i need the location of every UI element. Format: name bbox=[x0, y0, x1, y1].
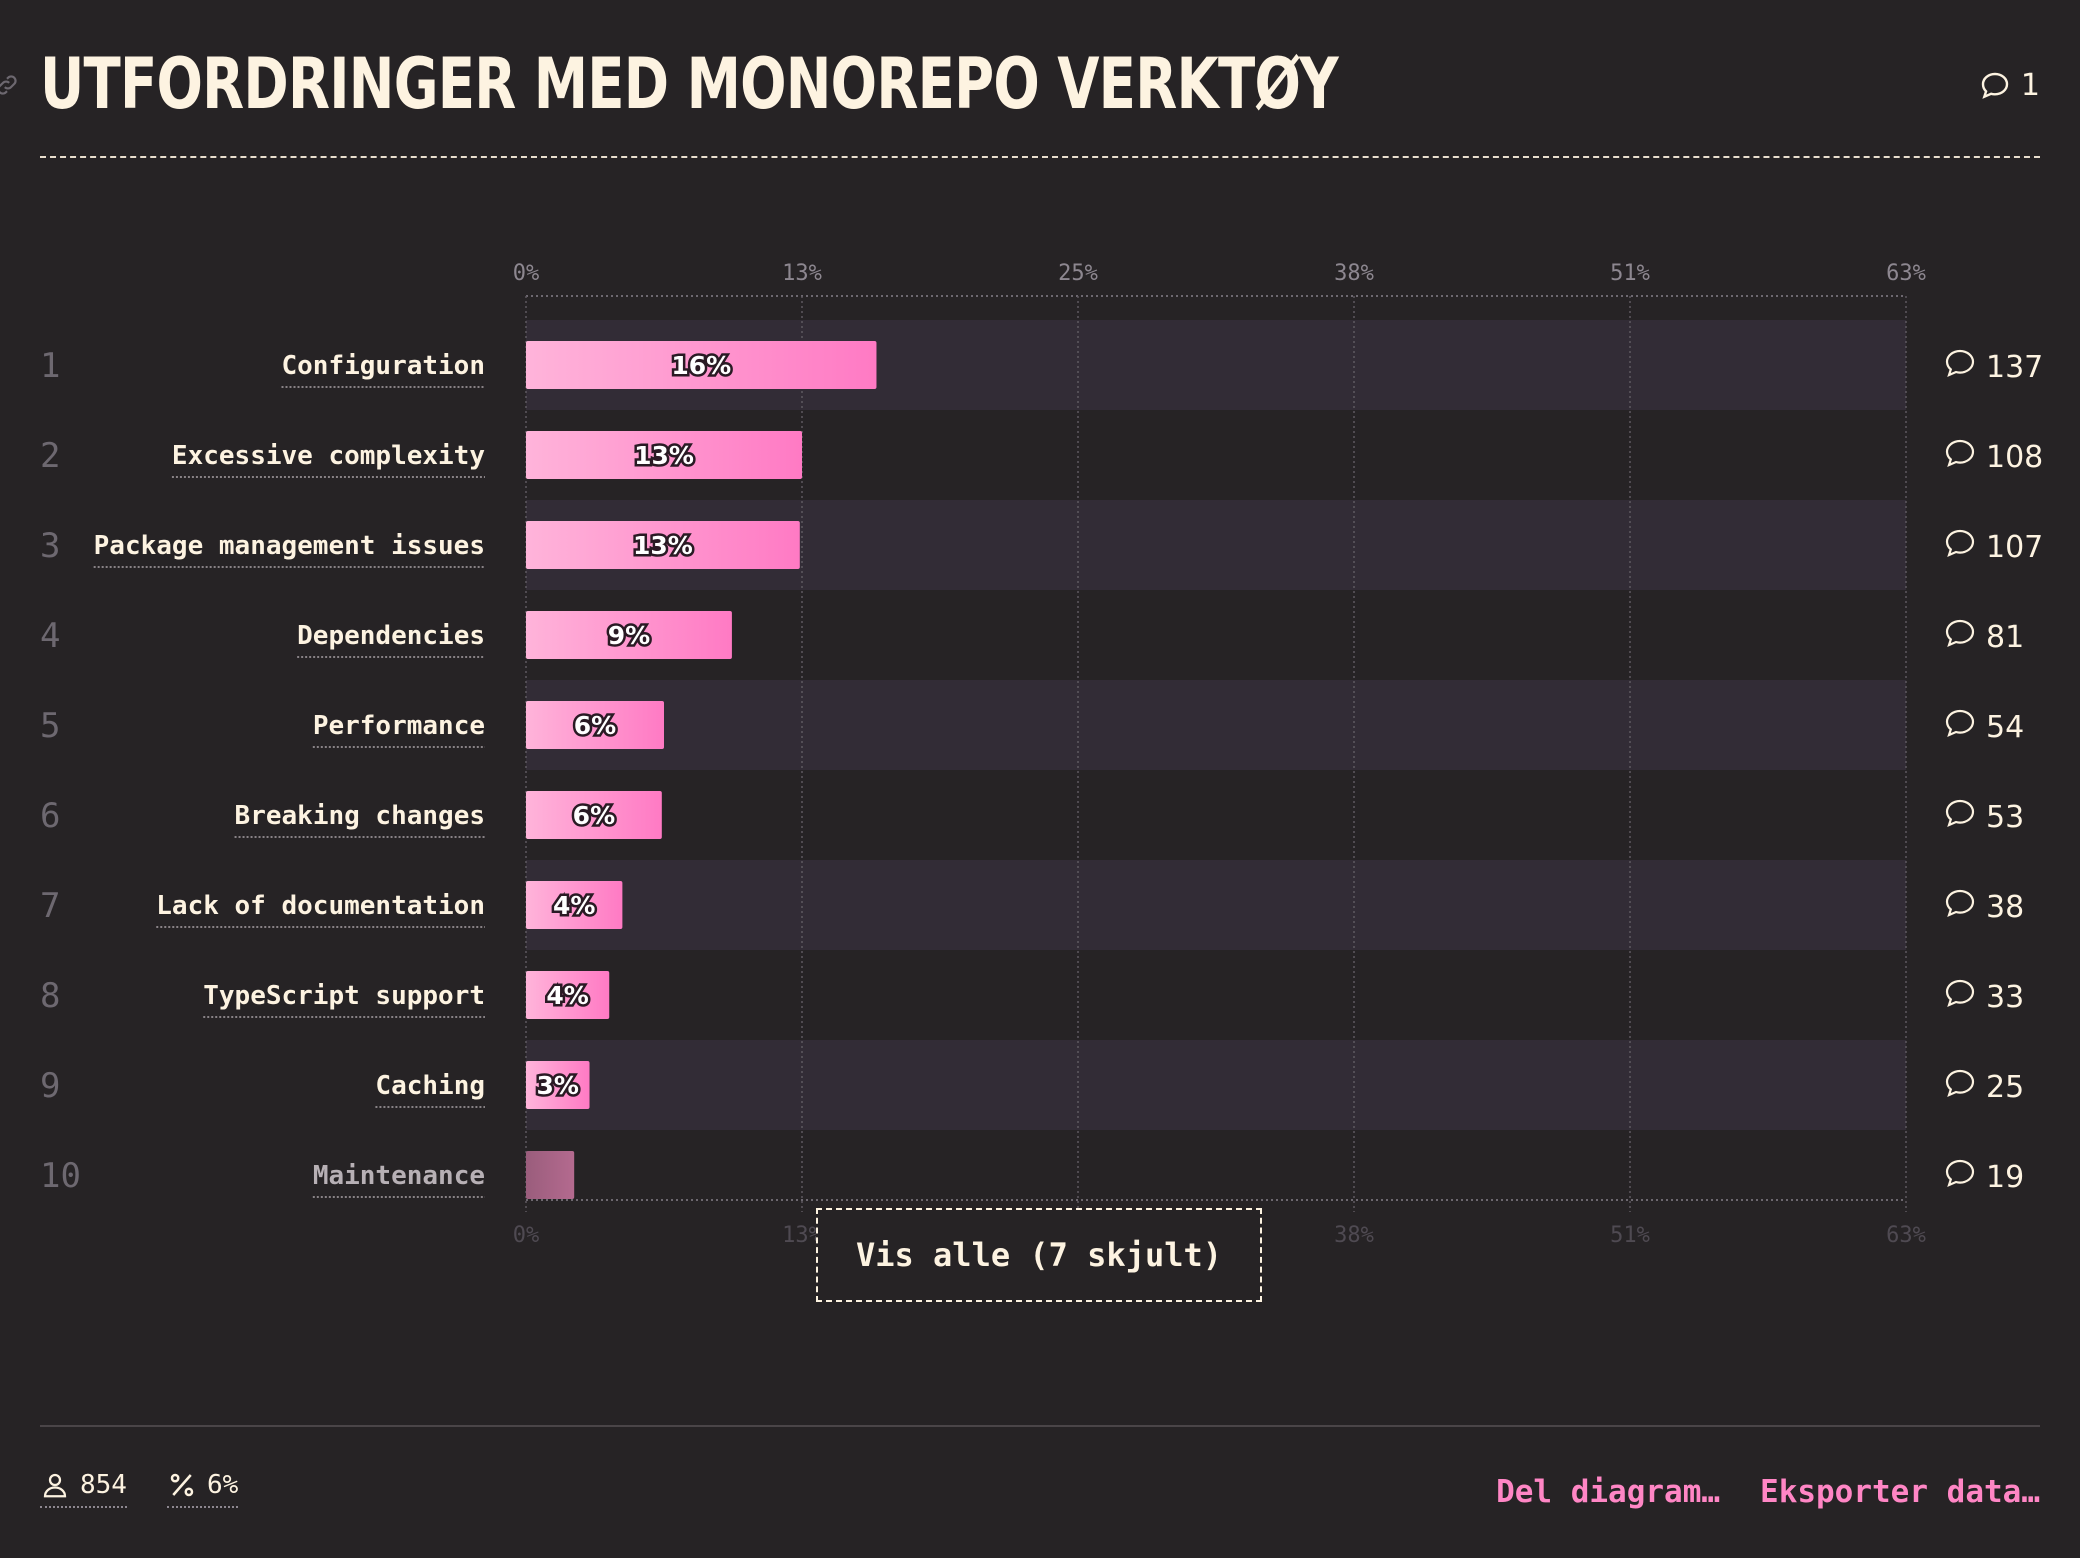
bar-value-label: 16% bbox=[671, 351, 731, 380]
category-label: Breaking changes bbox=[235, 801, 485, 831]
category-label: Performance bbox=[313, 711, 485, 741]
bar-value-label: 9% bbox=[608, 621, 650, 650]
row-rank: 9 bbox=[40, 1066, 60, 1106]
row-stripe bbox=[526, 680, 1906, 770]
x-tick-label-top: 38% bbox=[1334, 261, 1374, 286]
bar bbox=[526, 791, 662, 839]
comment-count: 38 bbox=[1986, 890, 2024, 925]
comment-icon[interactable] bbox=[1945, 979, 1975, 1007]
bar-value-label: 4% bbox=[553, 891, 595, 920]
bar bbox=[526, 431, 802, 479]
x-tick-label-top: 63% bbox=[1886, 261, 1926, 286]
comment-count: 25 bbox=[1986, 1070, 2024, 1105]
category-label: Dependencies bbox=[297, 621, 485, 651]
comment-count: 33 bbox=[1986, 980, 2024, 1015]
row-stripe bbox=[526, 1040, 1906, 1130]
comment-count: 54 bbox=[1986, 710, 2024, 745]
footer-actions: Del diagram… Eksporter data… bbox=[1496, 1474, 2040, 1510]
bar bbox=[526, 341, 877, 389]
comment-count: 81 bbox=[1986, 620, 2024, 655]
user-icon bbox=[43, 1473, 67, 1498]
row-rank: 5 bbox=[40, 706, 60, 746]
respondents-stat[interactable]: 854 bbox=[40, 1470, 127, 1508]
page-title: UTFORDRINGER MED MONOREPO VERKTØY bbox=[40, 43, 1339, 125]
bar bbox=[526, 521, 800, 569]
percent-value: 6% bbox=[206, 1470, 239, 1500]
comment-icon[interactable] bbox=[1945, 889, 1975, 917]
export-data-link[interactable]: Eksporter data… bbox=[1760, 1474, 2040, 1510]
row-stripe bbox=[526, 860, 1906, 950]
bar-value-label: 3% bbox=[537, 1071, 579, 1100]
title-divider bbox=[40, 156, 2040, 158]
row-rank: 3 bbox=[40, 526, 60, 566]
bar bbox=[526, 701, 664, 749]
bar-value-label: 13% bbox=[634, 441, 694, 470]
bar bbox=[526, 1061, 590, 1109]
percent-icon bbox=[170, 1473, 194, 1497]
category-label: Lack of documentation bbox=[156, 891, 485, 921]
category-label: Caching bbox=[375, 1071, 485, 1101]
comment-icon[interactable] bbox=[1945, 1159, 1975, 1187]
comment-count: 137 bbox=[1986, 350, 2043, 385]
bar-value-label: 6% bbox=[574, 711, 616, 740]
header-comment-count: 1 bbox=[2020, 68, 2040, 103]
header-comments-button[interactable]: 1 bbox=[1979, 68, 2040, 103]
comment-icon[interactable] bbox=[1945, 529, 1975, 557]
row-rank: 6 bbox=[40, 796, 60, 836]
footer-stats: 854 6% bbox=[40, 1470, 239, 1508]
comment-count: 108 bbox=[1986, 440, 2043, 475]
x-tick-label-top: 51% bbox=[1610, 261, 1650, 286]
comment-count: 107 bbox=[1986, 530, 2043, 565]
footer-divider bbox=[40, 1425, 2040, 1427]
comment-icon[interactable] bbox=[1945, 709, 1975, 737]
respondents-count: 854 bbox=[80, 1470, 127, 1500]
comment-count: 19 bbox=[1986, 1160, 2024, 1195]
x-tick-label-bottom: 0% bbox=[513, 1223, 540, 1248]
share-chart-link[interactable]: Del diagram… bbox=[1496, 1474, 1721, 1510]
comment-icon[interactable] bbox=[1945, 1069, 1975, 1097]
category-label: Package management issues bbox=[94, 531, 485, 561]
bar-value-label: 13% bbox=[633, 531, 693, 560]
x-tick-label-bottom: 63% bbox=[1886, 1223, 1926, 1248]
bar-value-label: 4% bbox=[546, 981, 588, 1010]
category-label: Excessive complexity bbox=[172, 441, 485, 471]
comment-icon[interactable] bbox=[1945, 619, 1975, 647]
comment-icon[interactable] bbox=[1945, 439, 1975, 467]
category-label: Configuration bbox=[282, 351, 486, 381]
row-rank: 2 bbox=[40, 436, 60, 476]
comment-icon[interactable] bbox=[1945, 349, 1975, 377]
row-rank: 7 bbox=[40, 886, 60, 926]
x-tick-label-top: 13% bbox=[782, 261, 822, 286]
comment-count: 53 bbox=[1986, 800, 2024, 835]
bar bbox=[526, 611, 732, 659]
row-rank: 4 bbox=[40, 616, 60, 656]
x-tick-label-bottom: 51% bbox=[1610, 1223, 1650, 1248]
x-tick-label-top: 25% bbox=[1058, 261, 1098, 286]
row-rank: 1 bbox=[40, 346, 60, 386]
show-all-button[interactable]: Vis alle (7 skjult) bbox=[816, 1208, 1262, 1302]
category-label: TypeScript support bbox=[203, 981, 485, 1011]
category-label: Maintenance bbox=[313, 1161, 485, 1191]
row-rank: 10 bbox=[40, 1156, 81, 1196]
x-tick-label-bottom: 38% bbox=[1334, 1223, 1374, 1248]
link-icon[interactable] bbox=[0, 72, 20, 98]
bar bbox=[526, 971, 610, 1019]
bar-chart: 0%0%13%13%25%25%38%38%51%51%63%63%1Confi… bbox=[40, 261, 2043, 1248]
percent-stat[interactable]: 6% bbox=[166, 1470, 239, 1508]
x-tick-label-top: 0% bbox=[513, 261, 540, 286]
comment-icon bbox=[1981, 72, 2009, 99]
x-tick-label-bottom: 13% bbox=[782, 1223, 822, 1248]
bar bbox=[526, 1151, 575, 1199]
comment-icon[interactable] bbox=[1945, 799, 1975, 827]
row-rank: 8 bbox=[40, 976, 60, 1016]
bar bbox=[526, 881, 623, 929]
bar-value-label: 6% bbox=[573, 801, 615, 830]
